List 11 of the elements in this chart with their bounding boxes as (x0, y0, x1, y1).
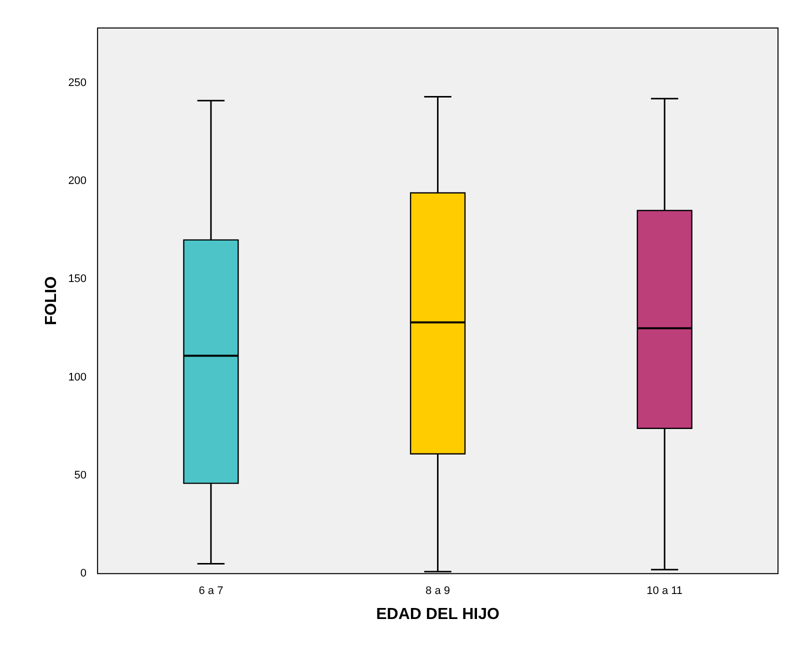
x-tick-label: 8 a 9 (426, 585, 450, 598)
y-tick-label: 200 (68, 175, 87, 188)
x-tick-label: 10 a 11 (646, 585, 683, 598)
x-axis-title: EDAD DEL HIJO (376, 606, 500, 623)
y-tick-label: 0 (80, 568, 87, 580)
y-tick-label: 250 (68, 76, 87, 89)
x-tick-label: 6 a 7 (198, 585, 224, 598)
y-axis-title: FOLIO (43, 276, 60, 326)
y-tick-label: 150 (68, 273, 87, 286)
y-tick-label: 100 (68, 371, 87, 384)
y-tick-label: 50 (74, 470, 87, 482)
